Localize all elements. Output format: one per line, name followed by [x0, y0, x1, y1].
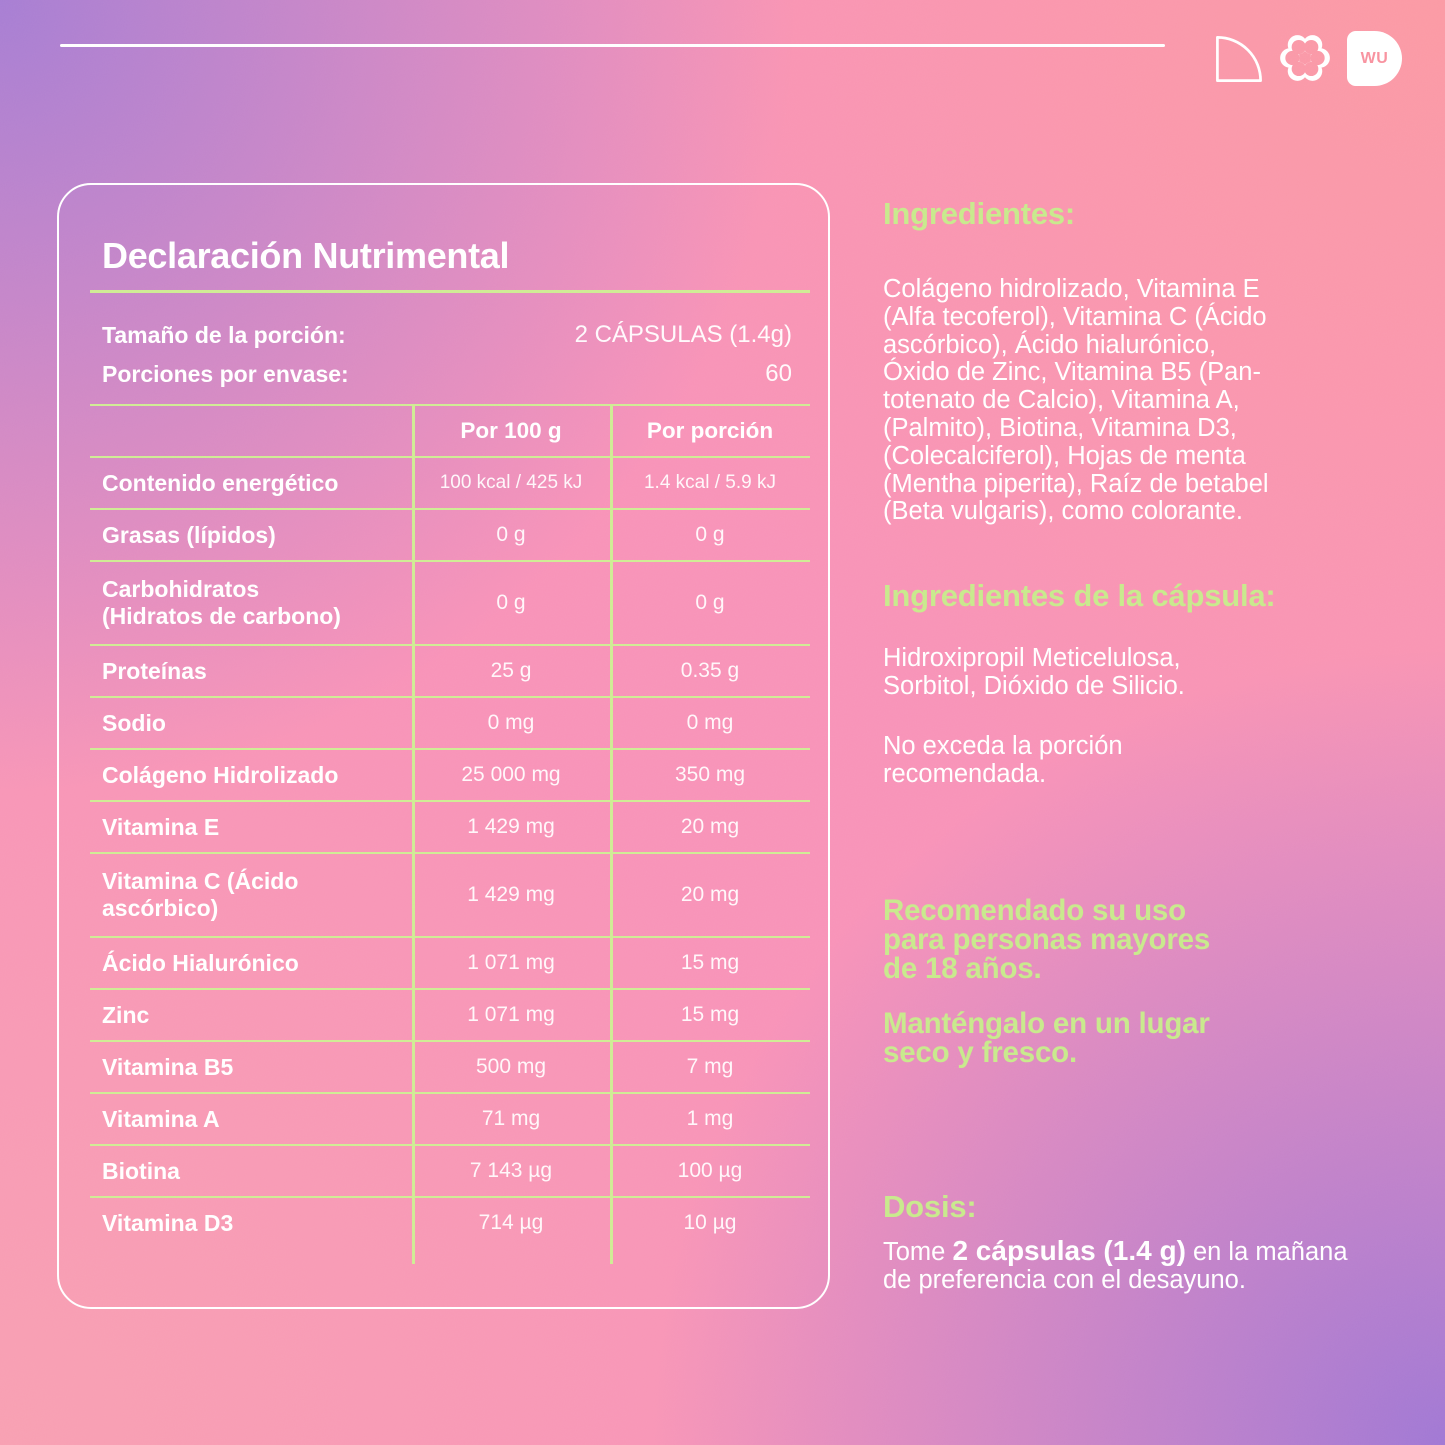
- title-divider-line: [90, 290, 810, 293]
- table-row: Vitamina D3 714 µg 10 µg: [90, 1196, 810, 1248]
- table-row: Vitamina A 71 mg 1 mg: [90, 1092, 810, 1144]
- ingredients-heading: Ingredientes:: [883, 196, 1076, 231]
- dose-heading: Dosis:: [883, 1189, 977, 1224]
- nutrition-table: Por 100 g Por porción Contenido energéti…: [90, 404, 810, 1264]
- warning-text: No exceda la porción recomendada.: [883, 732, 1123, 788]
- servings-per-container-value: 60: [765, 360, 792, 387]
- table-row: Ácido Hialurónico 1 071 mg 15 mg: [90, 936, 810, 988]
- table-row: Sodio 0 mg 0 mg: [90, 696, 810, 748]
- table-row: Vitamina E 1 429 mg 20 mg: [90, 800, 810, 852]
- dose-text: Tome 2 cápsulas (1.4 g) en la mañana de …: [883, 1237, 1348, 1295]
- table-row: Zinc 1 071 mg 15 mg: [90, 988, 810, 1040]
- capsule-ingredients-text: Hidroxipropil Meticelulosa, Sorbitol, Di…: [883, 644, 1185, 700]
- wu-logo-text: WU: [1360, 49, 1389, 67]
- table-row: Contenido energético 100 kcal / 425 kJ 1…: [90, 456, 810, 508]
- serving-size-value: 2 CÁPSULAS (1.4g): [574, 321, 792, 348]
- capsule-ingredients-heading: Ingredientes de la cápsula:: [883, 578, 1276, 613]
- card-title: Declaración Nutrimental: [102, 235, 510, 276]
- dose-amount: 2 cápsulas (1.4 g): [952, 1235, 1186, 1266]
- serving-size-row: Tamaño de la porción: 2 CÁPSULAS (1.4g): [90, 315, 810, 355]
- quarter-circle-icon: [1216, 36, 1262, 82]
- table-row: Colágeno Hidrolizado 25 000 mg 350 mg: [90, 748, 810, 800]
- recommendation-text: Recomendado su uso para personas mayores…: [883, 894, 1211, 985]
- table-vertical-divider-2: [610, 404, 613, 1264]
- nutrition-facts-card: Declaración Nutrimental Tamaño de la por…: [57, 183, 830, 1309]
- table-vertical-divider-1: [412, 404, 415, 1264]
- table-header-row: Por 100 g Por porción: [90, 404, 810, 456]
- header-per-portion: Por porción: [646, 418, 774, 443]
- storage-text: Manténgalo en un lugar seco y fresco.: [883, 1007, 1210, 1069]
- table-row: Vitamina C (Ácido ascórbico) 1 429 mg 20…: [90, 852, 810, 936]
- servings-per-container-row: Porciones por envase: 60: [90, 354, 810, 394]
- dose-prefix: Tome: [883, 1238, 946, 1266]
- ingredients-text: Colágeno hidrolizado, Vitamina E (Alfa t…: [883, 275, 1269, 526]
- header-per-100g: Por 100 g: [460, 418, 562, 443]
- serving-size-label: Tamaño de la porción:: [102, 321, 346, 348]
- table-row: Proteínas 25 g 0.35 g: [90, 644, 810, 696]
- servings-per-container-label: Porciones por envase:: [102, 360, 349, 387]
- table-row: Grasas (lípidos) 0 g 0 g: [90, 508, 810, 560]
- flower-icon: [1280, 35, 1330, 81]
- table-row: Vitamina B5 500 mg 7 mg: [90, 1040, 810, 1092]
- table-row: Carbohidratos (Hidratos de carbono) 0 g …: [90, 560, 810, 644]
- header-divider-line: [60, 44, 1165, 47]
- wu-d-logo: WU: [1347, 31, 1402, 86]
- table-row: Biotina 7 143 µg 100 µg: [90, 1144, 810, 1196]
